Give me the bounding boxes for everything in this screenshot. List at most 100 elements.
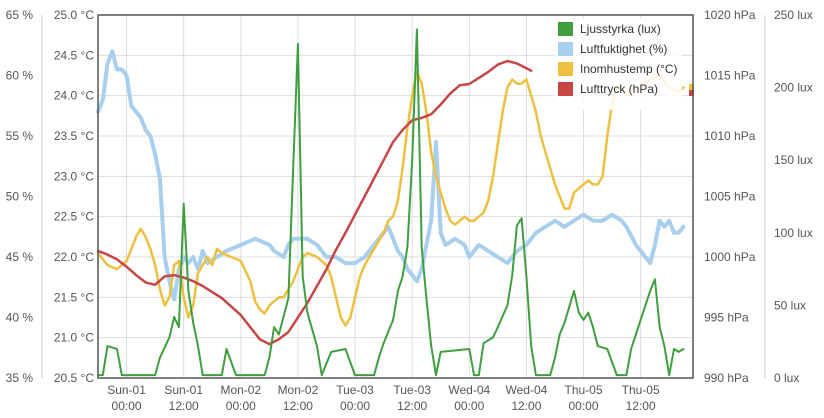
y-tick-label-temperature: 20.5 °C — [54, 371, 94, 385]
light-point — [320, 374, 323, 376]
light-point — [573, 290, 575, 292]
plot-area — [96, 28, 694, 377]
y-tick-label-humidity: 65 % — [6, 8, 34, 22]
x-tick-label-time: 12:00 — [283, 399, 313, 413]
light-point — [154, 374, 157, 376]
legend-label: Inomhustemp (°C) — [580, 62, 678, 76]
light-point — [468, 348, 471, 350]
light-point — [625, 374, 628, 376]
light-point — [673, 348, 675, 350]
legend: Ljusstyrka (lux) Luftfuktighet (%) Inomhus… — [554, 18, 682, 110]
y-tick-label-light: 100 lux — [774, 226, 813, 240]
light-point — [416, 28, 418, 31]
y-tick-label-light: 0 lux — [774, 371, 799, 385]
y-tick-label-temperature: 23.0 °C — [54, 169, 94, 183]
light-point — [263, 374, 266, 376]
y-tick-label-pressure: 1005 hPa — [704, 190, 756, 204]
light-point — [496, 326, 499, 329]
x-tick-label-time: 00:00 — [454, 399, 484, 413]
light-point — [401, 275, 404, 278]
light-point — [201, 374, 204, 376]
light-point — [268, 356, 271, 359]
y-tick-label-temperature: 23.5 °C — [54, 129, 94, 143]
light-point — [530, 345, 533, 347]
light-point — [116, 348, 118, 350]
y-tick-label-humidity: 35 % — [6, 371, 34, 385]
x-tick-label-time: 00:00 — [340, 399, 370, 413]
x-tick-label-time: 00:00 — [226, 399, 256, 413]
light-point — [106, 345, 109, 347]
light-point — [506, 304, 509, 307]
light-point — [406, 246, 409, 249]
light-point — [635, 333, 637, 336]
y-tick-label-temperature: 24.5 °C — [54, 48, 94, 62]
x-tick-label-day: Thu-05 — [565, 383, 603, 397]
light-point — [482, 342, 485, 345]
y-tick-label-pressure: 1020 hPa — [704, 8, 756, 22]
light-point — [273, 326, 275, 329]
y-tick-label-temperature: 24.0 °C — [54, 89, 94, 103]
legend-label: Lufttryck (hPa) — [580, 82, 658, 96]
light-point — [582, 319, 585, 321]
light-point — [535, 374, 537, 376]
x-tick-label-day: Wed-04 — [448, 383, 490, 397]
light-point — [159, 356, 161, 359]
x-tick-label-day: Wed-04 — [505, 383, 547, 397]
y-tick-label-pressure: 1010 hPa — [704, 129, 756, 143]
light-point — [663, 345, 666, 347]
light-point — [658, 326, 661, 329]
light-point — [344, 348, 347, 350]
light-point — [430, 345, 433, 347]
x-tick-label-time: 00:00 — [569, 399, 599, 413]
x-tick-label-time: 12:00 — [511, 399, 541, 413]
light-point — [477, 374, 480, 376]
x-tick-label-time: 12:00 — [169, 399, 199, 413]
light-point — [235, 374, 237, 376]
y-axis-ticks: 35 % 40 % 45 % 50 % 55 % 60 % 65 % 20.5 °C 21.0 … — [6, 8, 813, 385]
x-tick-label-day: Mon-02 — [220, 383, 261, 397]
light-point — [120, 374, 123, 376]
x-tick-label-time: 12:00 — [397, 399, 427, 413]
legend-swatch — [558, 82, 573, 96]
y-tick-label-pressure: 995 hPa — [704, 311, 749, 325]
light-point — [316, 345, 318, 347]
y-tick-label-pressure: 1015 hPa — [704, 69, 756, 83]
light-point — [101, 374, 104, 376]
light-point — [473, 374, 475, 376]
x-tick-label-time: 00:00 — [112, 399, 142, 413]
legend-box — [554, 18, 682, 110]
light-point — [225, 348, 228, 350]
light-point — [606, 348, 609, 350]
legend-swatch — [558, 22, 573, 36]
light-point — [649, 290, 652, 292]
light-point — [278, 333, 280, 336]
y-tick-label-temperature: 22.0 °C — [54, 250, 94, 264]
light-point — [192, 321, 195, 324]
legend-swatch — [558, 42, 573, 56]
plot-frame — [97, 14, 694, 379]
light-point — [516, 224, 518, 227]
light-point — [377, 356, 380, 359]
light-point — [668, 374, 671, 376]
series-end-marker — [689, 90, 694, 96]
light-point — [435, 374, 437, 376]
light-point — [563, 321, 566, 324]
x-tick-label-time: 12:00 — [626, 399, 656, 413]
light-point — [596, 345, 599, 347]
series-line-lufttryck-hpa — [96, 59, 533, 346]
light-point — [630, 348, 632, 350]
y-tick-label-pressure: 990 hPa — [704, 371, 749, 385]
series-end-marker — [689, 84, 694, 90]
light-point — [197, 345, 199, 347]
x-axis-ticks: Sun-01 00:00 Sun-01 12:00 Mon-02 00:00 Mon-02 1… — [107, 383, 660, 413]
light-point — [178, 326, 180, 329]
light-point — [639, 319, 642, 321]
y-tick-label-light: 150 lux — [774, 153, 813, 167]
x-tick-label-day: Mon-02 — [278, 383, 319, 397]
light-point — [492, 336, 494, 339]
x-tick-label-day: Thu-05 — [622, 383, 660, 397]
y-tick-label-humidity: 60 % — [6, 69, 34, 83]
light-point — [168, 336, 171, 339]
x-tick-label-day: Sun-01 — [107, 383, 146, 397]
